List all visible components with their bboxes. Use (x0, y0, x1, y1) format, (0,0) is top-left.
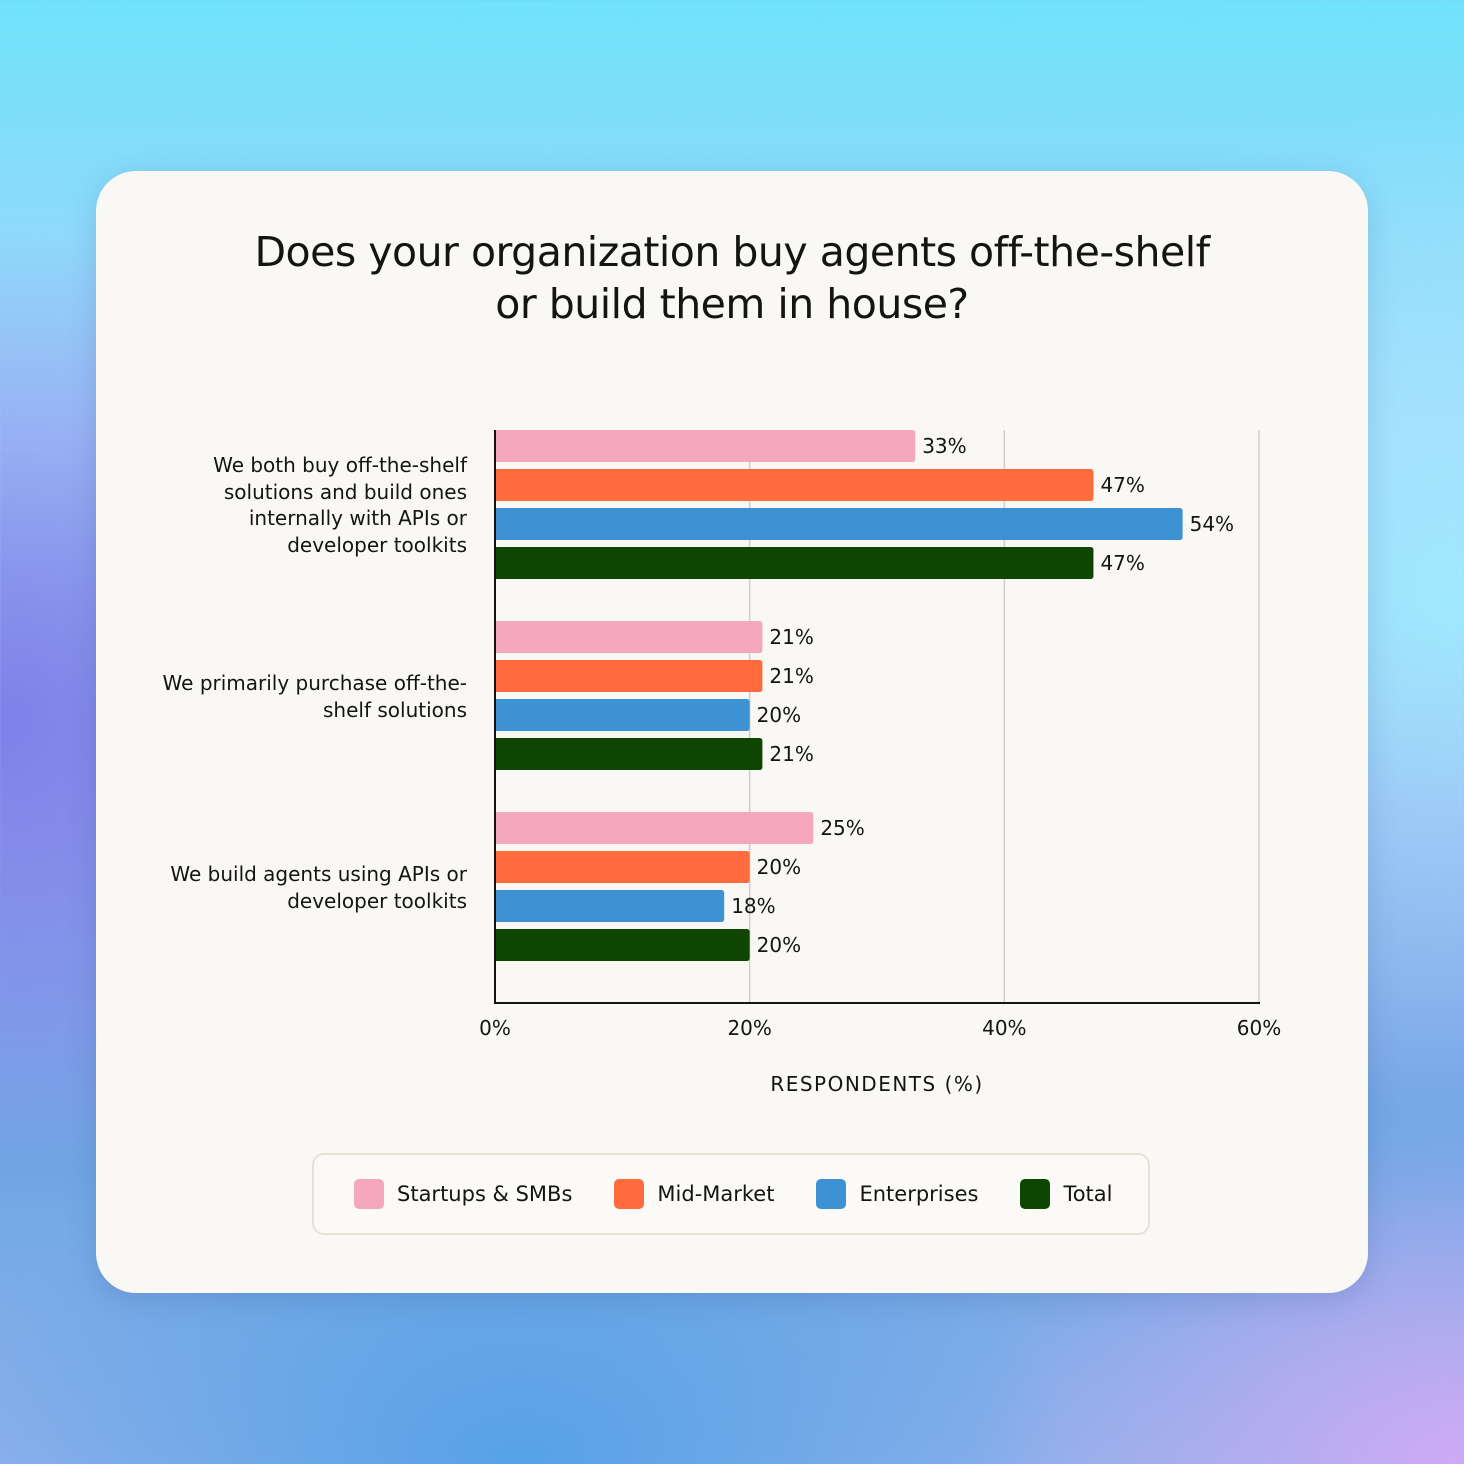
data-label-1-1: 33% (922, 434, 966, 458)
bar-1-startups-smbs (495, 430, 916, 462)
x-tick-label-40: 40% (982, 1016, 1026, 1040)
bar-2-mid-market (495, 660, 763, 692)
data-label-2-1: 21% (769, 625, 813, 649)
bar-1-total (495, 547, 1094, 579)
legend-swatch-startups (354, 1179, 384, 1209)
data-label-2-4: 21% (769, 742, 813, 766)
bar-1-mid-market (495, 469, 1094, 501)
data-label-3-1: 25% (820, 816, 864, 840)
legend-label-total: Total (1063, 1182, 1113, 1206)
legend-item-enterprises: Enterprises (816, 1179, 978, 1209)
chart-title-line-2: or build them in house? (495, 280, 969, 328)
legend-item-mid-market: Mid-Market (614, 1179, 774, 1209)
legend-item-total: Total (1020, 1179, 1112, 1209)
bar-3-enterprises (495, 890, 725, 922)
bar-1-enterprises (495, 508, 1183, 540)
legend: Startups & SMBs Mid-Market Enterprises T… (312, 1153, 1150, 1235)
legend-label-startups: Startups & SMBs (397, 1182, 573, 1206)
x-tick-label-20: 20% (727, 1016, 771, 1040)
bar-3-mid-market (495, 851, 750, 883)
legend-swatch-enterprises (816, 1179, 847, 1209)
legend-item-startups: Startups & SMBs (354, 1179, 572, 1209)
data-label-3-2: 20% (757, 855, 801, 879)
data-label-1-3: 54% (1190, 512, 1234, 536)
legend-label-enterprises: Enterprises (859, 1182, 979, 1206)
bar-2-enterprises (495, 699, 750, 731)
data-label-3-4: 20% (757, 933, 801, 957)
x-tick-label-60: 60% (1237, 1016, 1281, 1040)
data-label-2-3: 20% (757, 703, 801, 727)
chart-title: Does your organization buy agents off-th… (0, 226, 1464, 330)
data-label-1-2: 47% (1100, 473, 1144, 497)
chart-title-line-1: Does your organization buy agents off-th… (254, 228, 1210, 276)
data-label-1-4: 47% (1100, 551, 1144, 575)
bar-2-total (495, 738, 763, 770)
legend-swatch-total (1020, 1179, 1051, 1209)
category-label-1: We both buy off-the-shelf solutions and … (213, 453, 467, 557)
x-tick-label-0: 0% (479, 1016, 511, 1040)
bar-2-startups-smbs (495, 621, 763, 653)
bar-3-total (495, 929, 750, 961)
bar-3-startups-smbs (495, 812, 814, 844)
data-label-2-2: 21% (769, 664, 813, 688)
data-label-3-3: 18% (731, 894, 775, 918)
legend-swatch-mid-market (614, 1179, 645, 1209)
category-label-3: We build agents using APIs or developer … (170, 862, 467, 913)
category-label-2: We primarily purchase off-the- shelf sol… (162, 671, 467, 722)
x-axis-title: RESPONDENTS (%) (770, 1072, 984, 1096)
chart-card (96, 171, 1368, 1293)
legend-label-mid-market: Mid-Market (657, 1182, 775, 1206)
